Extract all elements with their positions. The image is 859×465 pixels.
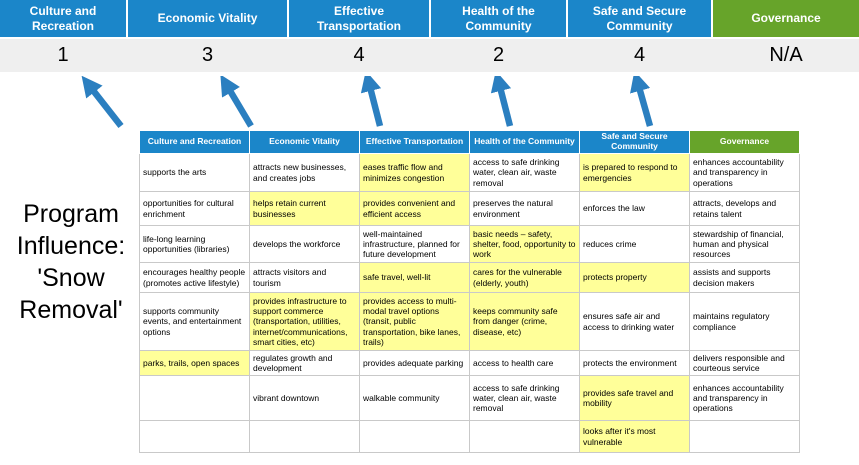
up-arrow-icon: [630, 76, 654, 127]
matrix-header-culture-and-recreation: Culture and Recreation: [139, 130, 250, 154]
matrix-cell: well-maintained infrastructure, planned …: [359, 225, 470, 263]
score-health-of-the-community: 2: [492, 44, 505, 66]
matrix-cell: enhances accountability and transparency…: [689, 153, 800, 192]
matrix-cell-empty: [689, 420, 800, 453]
matrix-cell: delivers responsible and courteous servi…: [689, 350, 800, 376]
matrix-cell: keeps community safe from danger (crime,…: [469, 292, 580, 351]
matrix-cell: provides access to multi-modal travel op…: [359, 292, 470, 351]
matrix-cell: vibrant downtown: [249, 375, 360, 421]
matrix-cell: safe travel, well-lit: [359, 262, 470, 293]
arrows-layer: [81, 76, 654, 129]
matrix-cell: preserves the natural environment: [469, 191, 580, 226]
matrix-header-health-of-the-community: Health of the Community: [469, 130, 580, 154]
score-effective-transportation: 4: [353, 44, 365, 66]
matrix-cell: is prepared to respond to emergencies: [579, 153, 690, 192]
matrix-cell: parks, trails, open spaces: [139, 350, 250, 376]
matrix-cell: provides safe travel and mobility: [579, 375, 690, 421]
category-header-health-of-the-community: Health of the Community: [431, 0, 566, 37]
category-header-culture-and-recreation: Culture and Recreation: [0, 0, 126, 37]
matrix-cell: access to health care: [469, 350, 580, 376]
category-header-safe-and-secure-community: Safe and Secure Community: [568, 0, 711, 37]
category-header-governance: Governance: [713, 0, 859, 37]
matrix-cell: provides convenient and efficient access: [359, 191, 470, 226]
score-bar: 1 3 4 2 4 N/A: [0, 39, 859, 72]
matrix-cell: supports the arts: [139, 153, 250, 192]
program-influence-label: Program Influence: 'Snow Removal': [16, 200, 126, 324]
matrix-row-8: looks after it's most vulnerable: [139, 420, 800, 453]
matrix-cell: eases traffic flow and minimizes congest…: [359, 153, 470, 192]
matrix-cell: protects the environment: [579, 350, 690, 376]
matrix-cell-empty: [139, 375, 250, 421]
matrix-row-1: supports the arts attracts new businesses…: [139, 153, 800, 192]
matrix-row-4: encourages healthy people (promotes acti…: [139, 262, 800, 293]
matrix-cell: assists and supports decision makers: [689, 262, 800, 293]
matrix-cell: regulates growth and development: [249, 350, 360, 376]
matrix-header-safe-and-secure-community: Safe and Secure Community: [579, 130, 690, 154]
matrix-header-effective-transportation: Effective Transportation: [359, 130, 470, 154]
up-arrow-icon: [81, 76, 124, 129]
matrix-cell: looks after it's most vulnerable: [579, 420, 690, 453]
matrix-header-row: Culture and Recreation Economic Vitality E…: [139, 130, 800, 154]
matrix-cell: attracts new businesses, and creates job…: [249, 153, 360, 192]
matrix-header-governance: Governance: [689, 130, 800, 154]
matrix-cell: maintains regulatory compliance: [689, 292, 800, 351]
score-economic-vitality: 3: [201, 44, 214, 66]
matrix-cell: develops the workforce: [249, 225, 360, 263]
score-culture-and-recreation: 1: [57, 44, 69, 66]
up-arrow-icon: [360, 76, 384, 127]
matrix-cell: reduces crime: [579, 225, 690, 263]
score-governance: N/A: [769, 44, 803, 66]
matrix-cell: life-long learning opportunities (librar…: [139, 225, 250, 263]
matrix-cell: provides adequate parking: [359, 350, 470, 376]
matrix-cell-empty: [469, 420, 580, 453]
matrix-cell: ensures safe air and access to drinking …: [579, 292, 690, 351]
matrix-cell: attracts, develops and retains talent: [689, 191, 800, 226]
matrix-row-3: life-long learning opportunities (librar…: [139, 225, 800, 263]
matrix-cell: helps retain current businesses: [249, 191, 360, 226]
matrix-cell-empty: [359, 420, 470, 453]
matrix-cell: enhances accountability and transparency…: [689, 375, 800, 421]
matrix-cell: attracts visitors and tourism: [249, 262, 360, 293]
matrix-cell: protects property: [579, 262, 690, 293]
matrix-cell: supports community events, and entertain…: [139, 292, 250, 351]
matrix-row-5: supports community events, and entertain…: [139, 292, 800, 351]
matrix-cell: walkable community: [359, 375, 470, 421]
matrix-cell: basic needs – safety, shelter, food, opp…: [469, 225, 580, 263]
matrix-cell: opportunities for cultural enrichment: [139, 191, 250, 226]
matrix-cell-empty: [139, 420, 250, 453]
matrix-cell: access to safe drinking water, clean air…: [469, 153, 580, 192]
influence-matrix-table: Culture and Recreation Economic Vitality E…: [139, 130, 800, 453]
matrix-row-7: vibrant downtown walkable community access…: [139, 375, 800, 421]
matrix-cell: provides infrastructure to support comme…: [249, 292, 360, 351]
matrix-cell: cares for the vulnerable (elderly, youth…: [469, 262, 580, 293]
up-arrow-icon: [220, 76, 254, 128]
category-header-effective-transportation: Effective Transportation: [289, 0, 429, 37]
score-safe-and-secure-community: 4: [633, 44, 646, 66]
matrix-row-2: opportunities for cultural enrichment hel…: [139, 191, 800, 226]
matrix-cell: enforces the law: [579, 191, 690, 226]
up-arrow-icon: [490, 76, 514, 127]
matrix-header-economic-vitality: Economic Vitality: [249, 130, 360, 154]
matrix-cell: access to safe drinking water, clean air…: [469, 375, 580, 421]
matrix-cell: stewardship of financial, human and phys…: [689, 225, 800, 263]
category-header-economic-vitality: Economic Vitality: [128, 0, 287, 37]
matrix-cell-empty: [249, 420, 360, 453]
category-header-bar: Culture and Recreation Economic Vitality E…: [0, 0, 859, 37]
matrix-row-6: parks, trails, open spaces regulates grow…: [139, 350, 800, 376]
matrix-cell: encourages healthy people (promotes acti…: [139, 262, 250, 293]
